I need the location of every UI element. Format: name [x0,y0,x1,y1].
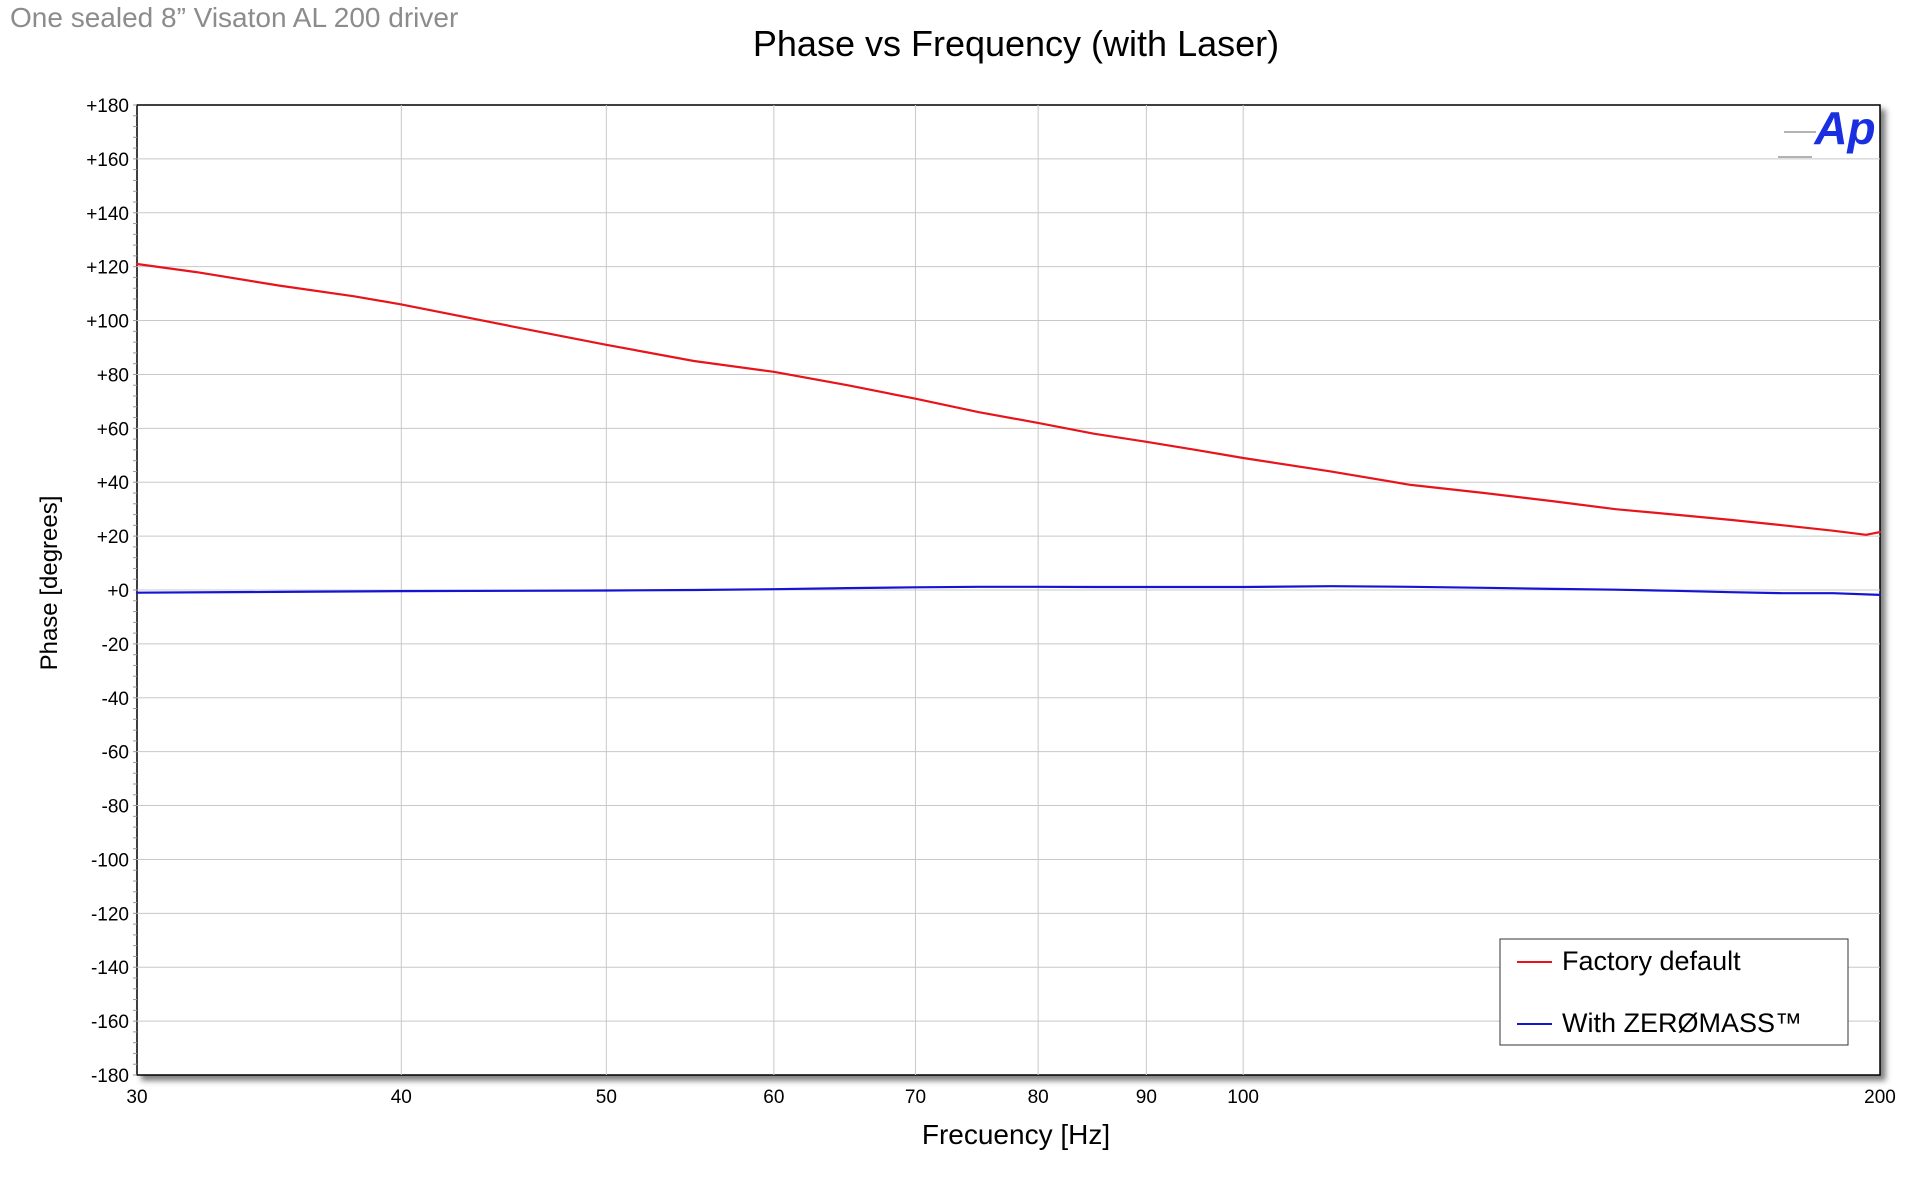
y-tick-label: +160 [86,150,129,171]
ap-logo-text: Ap [1813,102,1875,154]
x-tick-label: 30 [126,1087,147,1108]
y-tick-label: +0 [107,581,129,602]
y-tick-label: -120 [91,904,129,925]
chart-subtitle: One sealed 8” Visaton AL 200 driver [10,2,459,33]
y-tick-labels: +180 +160 +140 +120 +100 +80 +60 +40 +20 +0 -20 -40… [86,96,129,1087]
x-tick-label: 100 [1227,1087,1259,1108]
x-tick-label: 80 [1028,1087,1049,1108]
legend-label-factory-default: Factory default [1562,946,1741,976]
x-tick-label: 200 [1864,1087,1896,1108]
x-tick-labels: 30 40 50 60 70 80 90 100 200 [126,1087,1895,1108]
x-tick-label: 40 [391,1087,412,1108]
y-tick-label: -100 [91,850,129,871]
y-axis-label: Phase [degrees] [36,496,63,671]
legend-label-with-zeromass: With ZERØMASS™ [1562,1008,1802,1038]
x-axis-label: Frecuency [Hz] [922,1119,1110,1150]
x-tick-label: 90 [1136,1087,1157,1108]
y-tick-label: +180 [86,96,129,117]
minor-ticks [133,104,137,1076]
grid-lines [137,105,1880,1075]
x-tick-label: 60 [763,1087,784,1108]
y-tick-label: -140 [91,958,129,979]
chart-title: Phase vs Frequency (with Laser) [753,23,1279,64]
series-factory-default-line [135,262,1882,536]
y-tick-label: -80 [102,797,129,818]
y-tick-label: -160 [91,1012,129,1033]
series-with-zeromass-line [135,585,1882,597]
y-tick-label: +20 [97,527,129,548]
y-tick-label: +100 [86,312,129,333]
y-tick-label: -60 [102,743,129,764]
y-tick-label: +120 [86,258,129,279]
y-tick-label: -180 [91,1066,129,1087]
y-tick-label: +40 [97,473,129,494]
x-tick-label: 50 [596,1087,617,1108]
y-tick-label: -20 [102,635,129,656]
y-tick-label: +140 [86,204,129,225]
ap-logo: Ap [1778,102,1876,158]
x-tick-label: 70 [905,1087,926,1108]
y-tick-label: +60 [97,419,129,440]
series-layer [135,262,1882,597]
y-tick-label: +80 [97,365,129,386]
legend-box [1499,938,1849,1046]
legend: Factory default With ZERØMASS™ [1499,938,1849,1046]
y-tick-label: -40 [102,689,129,710]
